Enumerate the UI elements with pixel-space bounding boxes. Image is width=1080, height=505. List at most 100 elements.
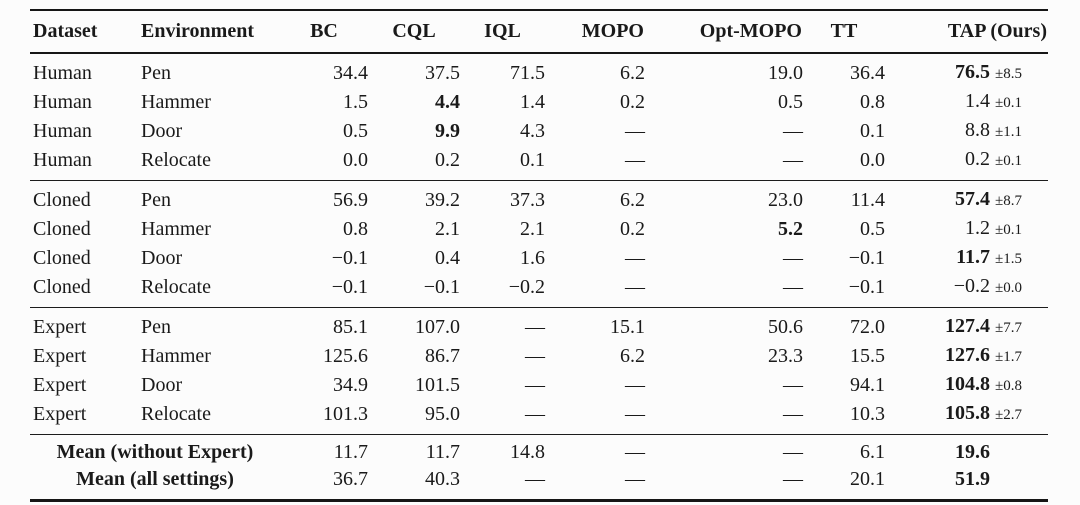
cell-mopo: — — [625, 149, 645, 171]
score: 105.8 — [945, 402, 990, 424]
cell-opt_mopo: — — [783, 276, 803, 298]
cell-mopo: — — [625, 374, 645, 396]
cell-tt: 20.1 — [850, 468, 885, 490]
cell-bc: 85.1 — [333, 316, 368, 338]
cell-tt: 94.1 — [850, 374, 885, 396]
section-human: Human Pen 34.4 37.5 71.5 6.2 19.0 36.4 76.5 ±8.5 H… — [30, 53, 1048, 181]
score: 19.6 — [955, 441, 990, 463]
score: 1.2 — [965, 217, 990, 239]
cell-iql: 1.4 — [520, 91, 545, 113]
cell-opt_mopo: — — [783, 149, 803, 171]
tap-value: 105.8 ±2.7 — [885, 400, 1048, 429]
table-row: Expert Door 34.9 101.5 — — — 94.1 104.8 ±0.8 — [30, 371, 1048, 400]
table-row: Cloned Relocate −0.1 −0.1 −0.2 — — −0.1 −0.2 ±0.0 — [30, 273, 1048, 308]
cell-environment: Hammer — [141, 91, 211, 113]
cell-cql: 4.4 — [435, 91, 460, 113]
cell-environment: Door — [141, 374, 183, 396]
table-row: Expert Hammer 125.6 86.7 — 6.2 23.3 15.5 127.6 ±1… — [30, 342, 1048, 371]
std-dev: ±1.7 — [995, 349, 1022, 365]
cell-dataset: Cloned — [33, 189, 91, 211]
table-row: Human Pen 34.4 37.5 71.5 6.2 19.0 36.4 76.5 ±8.5 — [30, 53, 1048, 88]
cell-dataset: Expert — [33, 403, 87, 425]
cell-dataset: Cloned — [33, 218, 91, 240]
cell-environment: Relocate — [141, 149, 211, 171]
cell-tt: 0.5 — [860, 218, 885, 240]
cell-iql: 37.3 — [510, 189, 545, 211]
column-header-opt-mopo: Opt-MOPO — [699, 20, 802, 42]
cell-mopo: 0.2 — [620, 218, 645, 240]
cell-cql: 86.7 — [425, 345, 460, 367]
score: 127.6 — [945, 344, 990, 366]
cell-dataset: Human — [33, 120, 92, 142]
cell-cql: 39.2 — [425, 189, 460, 211]
cell-iql: — — [525, 468, 545, 490]
cell-cql: 0.4 — [435, 247, 460, 269]
cell-bc: 0.5 — [343, 120, 368, 142]
cell-bc: 101.3 — [323, 403, 368, 425]
cell-cql: 40.3 — [425, 468, 460, 490]
cell-mopo: 6.2 — [620, 189, 645, 211]
cell-tt: 0.0 — [860, 149, 885, 171]
std-dev: ±0.1 — [995, 95, 1022, 111]
cell-iql: 0.1 — [520, 149, 545, 171]
cell-opt_mopo: 23.3 — [768, 345, 803, 367]
cell-bc: 0.0 — [343, 149, 368, 171]
column-header-cql: CQL — [392, 20, 436, 42]
cell-tt: 15.5 — [850, 345, 885, 367]
cell-bc: −0.1 — [331, 247, 368, 269]
cell-opt_mopo: 0.5 — [778, 91, 803, 113]
table-row: Cloned Door −0.1 0.4 1.6 — — −0.1 11.7 ±1.5 — [30, 244, 1048, 273]
std-dev: ±8.7 — [995, 193, 1022, 209]
score: −0.2 — [953, 275, 990, 297]
cell-tap: 105.8 ±2.7 — [885, 400, 1048, 435]
cell-environment: Relocate — [141, 276, 211, 298]
cell-tap: 57.4 ±8.7 — [885, 181, 1048, 216]
cell-iql: 14.8 — [510, 441, 545, 463]
column-header-tt: TT — [830, 20, 858, 42]
cell-dataset: Human — [33, 91, 92, 113]
cell-dataset: Expert — [33, 374, 87, 396]
cell-tt: −0.1 — [848, 276, 885, 298]
results-table: Dataset Environment BC CQL IQL MOPO Opt-… — [30, 9, 1048, 502]
tap-value: 57.4 ±8.7 — [885, 186, 1048, 215]
std-dev: ±0.1 — [995, 222, 1022, 238]
std-dev: ±2.7 — [995, 407, 1022, 423]
cell-bc: −0.1 — [331, 276, 368, 298]
cell-opt_mopo: 23.0 — [768, 189, 803, 211]
table-row: Expert Pen 85.1 107.0 — 15.1 50.6 72.0 127.4 ±7.7 — [30, 308, 1048, 343]
tap-value: −0.2 ±0.0 — [885, 273, 1048, 302]
cell-opt_mopo: — — [783, 374, 803, 396]
cell-tap: 8.8 ±1.1 — [885, 117, 1048, 146]
cell-cql: 11.7 — [425, 441, 460, 463]
table-row: Cloned Pen 56.9 39.2 37.3 6.2 23.0 11.4 57.4 ±8.7 — [30, 181, 1048, 216]
tap-value: 51.9 — [885, 466, 1048, 493]
cell-bc: 34.9 — [333, 374, 368, 396]
cell-dataset: Human — [33, 62, 92, 84]
cell-mopo: 6.2 — [620, 345, 645, 367]
tap-value: 11.7 ±1.5 — [885, 244, 1048, 273]
column-header-environment: Environment — [141, 20, 254, 42]
summary-label: Mean (without Expert) — [56, 441, 254, 463]
cell-bc: 0.8 — [343, 218, 368, 240]
std-dev: ±7.7 — [995, 320, 1022, 336]
cell-cql: 101.5 — [415, 374, 460, 396]
column-header-mopo: MOPO — [581, 20, 644, 42]
cell-environment: Hammer — [141, 218, 211, 240]
cell-iql: 2.1 — [520, 218, 545, 240]
column-header-iql: IQL — [484, 20, 521, 42]
cell-iql: 71.5 — [510, 62, 545, 84]
tap-value: 127.6 ±1.7 — [885, 342, 1048, 371]
cell-iql: 4.3 — [520, 120, 545, 142]
cell-cql: 2.1 — [435, 218, 460, 240]
cell-tt: 11.4 — [850, 189, 885, 211]
cell-iql: −0.2 — [508, 276, 545, 298]
score: 0.2 — [965, 148, 990, 170]
cell-tap: 11.7 ±1.5 — [885, 244, 1048, 273]
cell-bc: 125.6 — [323, 345, 368, 367]
cell-mopo: 6.2 — [620, 62, 645, 84]
cell-tap: 0.2 ±0.1 — [885, 146, 1048, 181]
cell-bc: 1.5 — [343, 91, 368, 113]
cell-tap: 1.2 ±0.1 — [885, 215, 1048, 244]
score: 11.7 — [956, 246, 990, 268]
cell-opt_mopo: — — [783, 120, 803, 142]
